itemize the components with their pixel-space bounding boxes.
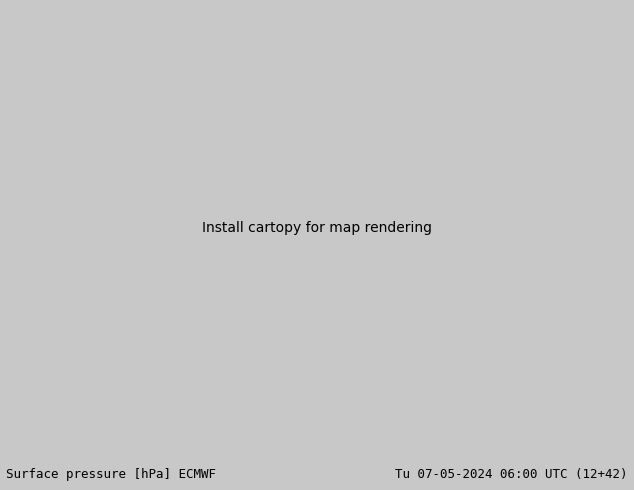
Text: Tu 07-05-2024 06:00 UTC (12+42): Tu 07-05-2024 06:00 UTC (12+42) xyxy=(395,468,628,481)
Text: Install cartopy for map rendering: Install cartopy for map rendering xyxy=(202,220,432,235)
Text: Surface pressure [hPa] ECMWF: Surface pressure [hPa] ECMWF xyxy=(6,468,216,481)
